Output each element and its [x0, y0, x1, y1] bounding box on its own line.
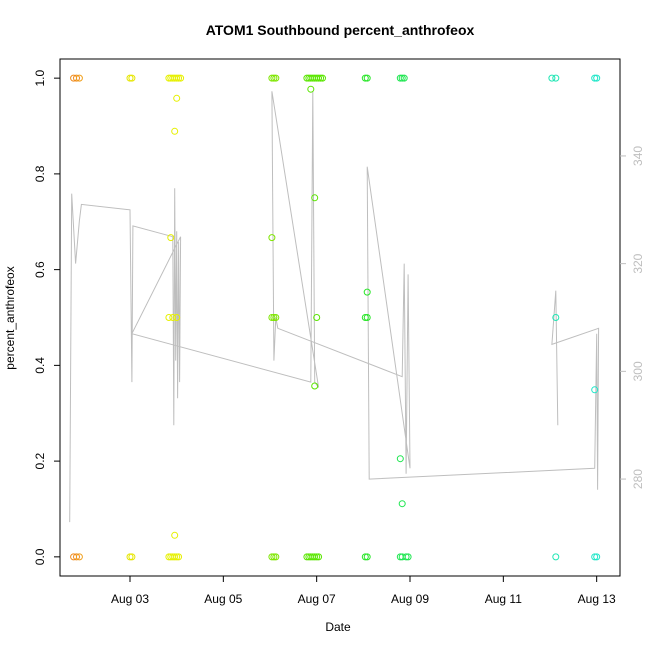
data-point — [75, 74, 83, 82]
plot-frame — [59, 58, 621, 577]
points-layer — [70, 74, 601, 561]
data-point — [593, 553, 601, 561]
y-tick-label: 0.4 — [33, 357, 47, 374]
y-tick-label: 0.8 — [33, 165, 47, 182]
secondary-series-line — [69, 91, 600, 523]
data-point — [177, 74, 185, 82]
y-tick-label: 1.0 — [33, 69, 47, 86]
data-point — [175, 553, 183, 561]
data-point — [361, 553, 369, 561]
y2-tick-label: 280 — [631, 469, 645, 489]
data-point — [171, 531, 179, 539]
data-point — [319, 74, 326, 82]
data-point — [173, 74, 181, 82]
data-point — [396, 455, 404, 463]
data-point — [361, 314, 369, 321]
x-tick-label: Aug 09 — [391, 592, 429, 606]
data-point — [313, 553, 321, 561]
data-point — [169, 314, 177, 321]
data-point — [398, 500, 406, 508]
data-point — [173, 314, 181, 321]
data-point — [126, 74, 134, 82]
data-point — [270, 74, 278, 82]
data-point — [307, 85, 315, 93]
data-point — [73, 74, 80, 82]
data-point — [400, 74, 408, 82]
data-point — [272, 314, 280, 321]
y2-tick-label: 340 — [631, 146, 645, 166]
data-point — [591, 553, 599, 561]
data-point — [315, 553, 323, 561]
data-point — [363, 314, 371, 321]
data-point — [363, 288, 371, 296]
data-point — [173, 94, 181, 102]
data-point — [552, 553, 560, 561]
data-point — [270, 314, 278, 321]
data-point — [552, 74, 560, 82]
y2-tick-label: 300 — [631, 361, 645, 381]
data-point — [591, 386, 599, 394]
data-point — [73, 553, 80, 561]
data-point — [363, 553, 371, 561]
secondary-y-axis: 280 300 320 340 — [620, 146, 645, 489]
data-point — [272, 553, 280, 561]
data-point — [313, 314, 321, 321]
x-tick-label: Aug 11 — [485, 592, 522, 606]
y-axis: 0.0 0.2 0.4 0.6 0.8 1.0 — [33, 69, 60, 565]
data-point — [311, 382, 319, 390]
data-point — [175, 74, 183, 82]
chart-title: ATOM1 Southbound percent_anthrofeox — [206, 22, 475, 38]
x-tick-label: Aug 07 — [298, 592, 336, 606]
data-point — [173, 553, 181, 561]
data-point — [548, 74, 556, 82]
data-point — [171, 127, 179, 135]
x-tick-label: Aug 03 — [111, 592, 149, 606]
data-point — [315, 74, 323, 82]
data-point — [270, 553, 278, 561]
data-point — [396, 74, 404, 82]
y2-tick-label: 320 — [631, 253, 645, 273]
data-point — [268, 553, 276, 561]
data-point — [128, 553, 136, 561]
data-point — [272, 74, 280, 82]
data-point — [268, 74, 276, 82]
data-point — [361, 74, 369, 82]
data-point — [268, 234, 276, 242]
data-point — [165, 314, 173, 321]
data-point — [171, 553, 179, 561]
data-point — [591, 74, 599, 82]
data-point — [75, 553, 83, 561]
x-tick-label: Aug 05 — [204, 592, 242, 606]
data-point — [317, 74, 325, 82]
data-point — [268, 314, 276, 321]
data-point — [593, 74, 601, 82]
x-tick-label: Aug 13 — [578, 592, 616, 606]
secondary-series-layer — [69, 91, 600, 523]
x-axis: Aug 03 Aug 05 Aug 07 Aug 09 Aug 11 Aug 13 — [111, 576, 616, 606]
data-point — [402, 553, 410, 561]
data-point — [311, 553, 319, 561]
y-tick-label: 0.6 — [33, 261, 47, 278]
data-point — [404, 553, 412, 561]
data-point — [552, 314, 560, 321]
x-axis-label: Date — [325, 620, 351, 634]
y-tick-label: 0.0 — [33, 548, 47, 565]
data-point — [363, 74, 371, 82]
y-tick-label: 0.2 — [33, 452, 47, 469]
data-point — [128, 74, 136, 82]
data-point — [126, 553, 134, 561]
data-point — [398, 74, 406, 82]
data-point — [167, 234, 175, 242]
y-axis-label: percent_anthrofeox — [3, 266, 17, 369]
data-point — [311, 194, 319, 202]
